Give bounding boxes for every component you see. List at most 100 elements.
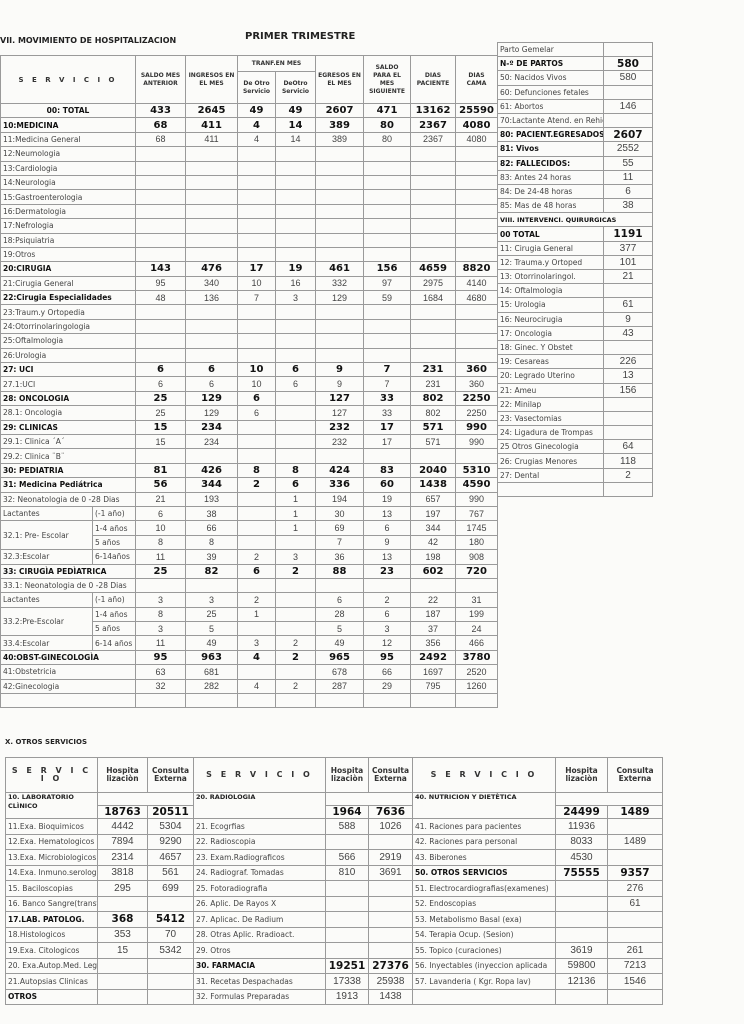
service-label: 25. Fotoradiografia xyxy=(193,880,326,897)
row-value: 43 xyxy=(603,325,653,341)
cell-ingresos: 344 xyxy=(185,477,238,493)
cell-hospitalizacion: 588 xyxy=(325,818,369,835)
cell-saldo: 6 xyxy=(135,505,186,522)
cell-ingresos: 25 xyxy=(185,606,238,623)
table-row: 25:Oftalmologia xyxy=(0,333,499,349)
cell-dias-paciente: 231 xyxy=(410,362,457,378)
service-label: 42. Raciones para personal xyxy=(412,833,556,850)
cell-ingresos: 136 xyxy=(185,290,238,306)
row-value: 6 xyxy=(603,183,653,200)
cell-de-otro-out xyxy=(274,390,317,407)
cell-dias-cama: 1745 xyxy=(455,520,499,536)
cell-egresos xyxy=(315,203,365,220)
cell-egresos: 49 xyxy=(315,635,365,651)
table-row xyxy=(497,481,653,498)
cell-saldo: 8 xyxy=(135,534,186,551)
cell-hospitalizacion: 353 xyxy=(97,926,148,943)
cell-dias-cama: 199 xyxy=(455,606,499,623)
cell-dias-paciente xyxy=(410,577,457,594)
cell-dias-cama: 4590 xyxy=(455,477,499,493)
cell-saldo: 11 xyxy=(135,635,186,651)
row-value: 118 xyxy=(603,453,653,469)
cell-consulta-externa xyxy=(368,926,413,943)
header-egresos: EGRESOS EN EL MES xyxy=(315,55,365,104)
cell-saldo: 25 xyxy=(135,563,186,579)
cell-dias-paciente: 2975 xyxy=(410,275,457,292)
cell-dias-cama: 5310 xyxy=(455,462,499,479)
cell-dias-cama xyxy=(455,218,499,234)
cell-consulta-externa: 2919 xyxy=(368,849,413,866)
table-row: 19: Cesareas 226 xyxy=(497,354,653,370)
cell-consulta-externa: 5304 xyxy=(147,818,194,835)
table-row: 83: Antes 24 horas 11 xyxy=(497,169,653,185)
cell-consulta-externa: 61 xyxy=(607,895,663,912)
cell-egresos: 9 xyxy=(315,376,365,392)
cell-egresos: 232 xyxy=(315,433,365,450)
row-value: 61 xyxy=(603,297,653,313)
cell-dias-cama: 990 xyxy=(455,433,499,450)
age-group: 5 años xyxy=(92,621,136,637)
service-label: 22:Cirugia Especialidades xyxy=(0,290,136,306)
table-row: 14.Exa. Inmuno.serolog 3818 561 24. Radiogr… xyxy=(5,864,663,881)
cell-saldo xyxy=(135,304,186,320)
row-value xyxy=(603,481,653,498)
cell-saldo: 10 xyxy=(135,520,186,536)
table-row: 19:Otros xyxy=(0,246,499,263)
block-title: 10. LABORATORIO CLÌNICO xyxy=(5,792,98,819)
cell-ingresos: 129 xyxy=(185,405,238,421)
cell-dias-paciente: 1697 xyxy=(410,664,457,680)
service-label: 22. Radioscopia xyxy=(193,833,326,850)
cell-egresos: 336 xyxy=(315,477,365,493)
cell-saldo-siguiente xyxy=(363,448,412,464)
cell-consulta-externa: 276 xyxy=(607,880,663,897)
table-row: 26: Crugias Menores 118 xyxy=(497,453,653,469)
cell-hospitalizacion: 59800 xyxy=(555,957,608,974)
cell-saldo: 15 xyxy=(135,419,186,435)
cell-saldo-siguiente: 23 xyxy=(363,563,412,579)
cell-de-otro-in: 10 xyxy=(237,376,276,392)
cell-dias-paciente xyxy=(410,160,457,176)
block-total-consulta: 7636 xyxy=(368,805,413,819)
row-label: Parto Gemelar xyxy=(497,41,604,58)
cell-dias-paciente xyxy=(410,203,457,220)
cell-dias-paciente: 802 xyxy=(410,405,457,421)
cell-dias-cama: 1260 xyxy=(455,678,499,695)
cell-ingresos xyxy=(185,448,238,464)
cell-consulta-externa xyxy=(368,880,413,897)
cell-de-otro-out: 16 xyxy=(274,275,317,292)
service-label: 32. Formulas Preparadas xyxy=(193,988,326,1005)
cell-consulta-externa xyxy=(607,911,663,928)
cell-dias-paciente xyxy=(410,318,457,335)
cell-de-otro-out xyxy=(274,621,317,637)
block-title-row: 10. LABORATORIO CLÌNICO 20. RADIOLOGIA 40.… xyxy=(5,792,663,819)
cell-consulta-externa xyxy=(368,895,413,912)
cell-consulta-externa: 261 xyxy=(607,942,663,959)
cell-de-otro-in: 1 xyxy=(237,606,276,623)
row-label: 15: Urologia xyxy=(497,297,604,313)
service-label: 20. Exa.Autop.Med. Leg xyxy=(5,957,98,974)
header-saldo-siguiente: SALDO PARA EL MES SIGUIENTE xyxy=(363,55,412,104)
cell-consulta-externa: 3691 xyxy=(368,864,413,881)
cell-de-otro-out xyxy=(274,318,317,335)
row-label: 19: Cesareas xyxy=(497,354,604,370)
row-label: VIII. INTERVENCI. QUIRURGICAS xyxy=(497,212,653,228)
cell-egresos: 5 xyxy=(315,621,365,637)
service-label xyxy=(412,988,556,1005)
row-value: 11 xyxy=(603,169,653,185)
row-label: 82: FALLECIDOS: xyxy=(497,155,604,171)
cell-saldo-siguiente xyxy=(363,232,412,248)
cell-dias-cama xyxy=(455,146,499,162)
service-label: 57. Lavanderia ( Kgr. Ropa lav) xyxy=(412,973,556,990)
table-row: 80: PACIENT.EGRESADOS 2607 xyxy=(497,127,653,143)
service-label: 31. Recetas Despachadas xyxy=(193,973,326,990)
service-label: 19.Exa. Citologicos xyxy=(5,942,98,959)
header-hospitalizacion: Hospita lizaciòn xyxy=(555,757,608,793)
row-label: 13: Otorrinolaringol. xyxy=(497,268,604,285)
cell-dias-paciente xyxy=(410,146,457,162)
cell-ingresos: 8 xyxy=(185,534,238,551)
cell-saldo-siguiente: 80 xyxy=(363,117,412,133)
table-row: 33.1: Neonatologia de 0 -28 Dias xyxy=(0,577,499,594)
service-label: 53. Metabolismo Basal (exa) xyxy=(412,911,556,928)
service-label: 33: CIRUGÌA PEDÌATRICA xyxy=(0,563,136,579)
cell-saldo-siguiente: 33 xyxy=(363,405,412,421)
